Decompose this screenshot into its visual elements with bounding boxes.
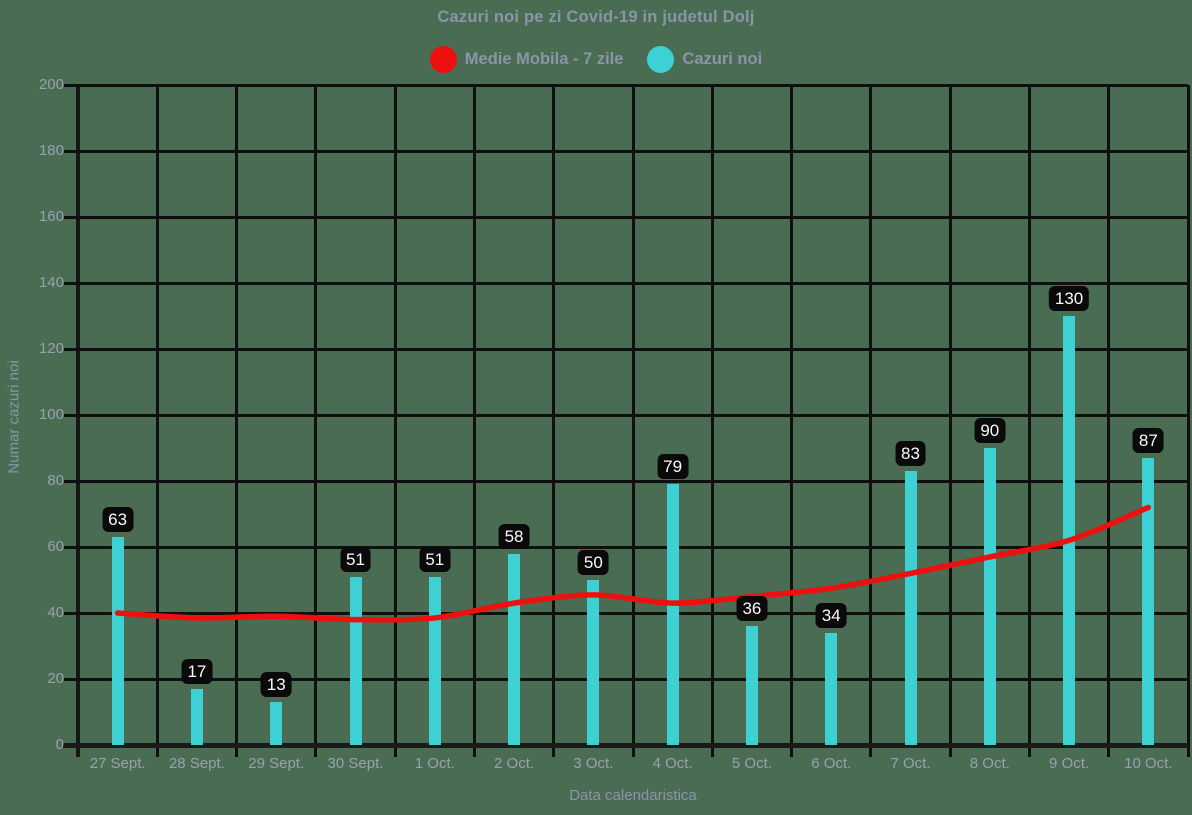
bar-value-label: 90 — [974, 418, 1006, 443]
x-tick-label: 29 Sept. — [248, 755, 305, 772]
bar-value-label: 63 — [102, 507, 134, 533]
gridline-horizontal — [64, 677, 1188, 681]
x-axis-line — [62, 743, 1188, 748]
y-tick-label: 140 — [38, 274, 64, 291]
bar-value-label: 79 — [657, 454, 689, 480]
gridline-vertical — [314, 85, 318, 757]
bar-value-label: 58 — [498, 523, 530, 549]
bar-8oct[interactable] — [983, 448, 996, 745]
gridline-horizontal — [64, 347, 1188, 351]
y-tick-label: 160 — [38, 208, 64, 225]
legend-dot-red-icon — [429, 46, 457, 73]
y-tick-label: 180 — [38, 142, 64, 159]
x-tick-label: 5 Oct. — [731, 755, 772, 772]
x-axis-title: Data calendaristica — [569, 787, 697, 804]
gridline-horizontal — [64, 413, 1188, 417]
x-tick-label: 1 Oct. — [414, 755, 455, 772]
x-tick-label: 30 Sept. — [327, 755, 384, 772]
gridline-vertical — [631, 85, 635, 757]
bar-value-label: 34 — [815, 602, 847, 628]
bar-30sept[interactable] — [349, 576, 362, 745]
bar-value-label: 13 — [260, 672, 292, 698]
gridline-vertical — [790, 85, 794, 757]
legend-label-medie-mobila: Medie Mobila - 7 zile — [464, 50, 624, 68]
x-tick-label: 7 Oct. — [890, 755, 931, 772]
bar-28sept[interactable] — [190, 688, 203, 745]
y-tick-label: 200 — [38, 76, 64, 93]
gridline-horizontal — [64, 281, 1188, 285]
legend: Medie Mobila - 7 zile Cazuri noi — [0, 46, 1192, 73]
x-tick-label: 2 Oct. — [494, 755, 535, 772]
bar-value-label: 51 — [340, 546, 371, 572]
gridline-vertical — [948, 85, 952, 757]
gridline-vertical — [710, 85, 714, 757]
x-tick-label: 8 Oct. — [969, 755, 1010, 772]
legend-item-cazuri-noi[interactable]: Cazuri noi — [647, 46, 762, 73]
gridline-vertical — [869, 85, 873, 757]
gridline-horizontal — [64, 83, 1188, 87]
gridline-horizontal — [64, 479, 1188, 483]
x-tick-label: 27 Sept. — [89, 755, 146, 772]
bar-1oct[interactable] — [428, 576, 441, 745]
x-tick-label: 28 Sept. — [168, 755, 225, 772]
legend-item-medie-mobila[interactable]: Medie Mobila - 7 zile — [429, 46, 624, 73]
y-tick-label: 40 — [47, 604, 64, 621]
chart-title: Cazuri noi pe zi Covid-19 in judetul Dol… — [437, 8, 755, 26]
gridline-horizontal — [64, 545, 1188, 549]
gridline-horizontal — [64, 149, 1188, 153]
bar-9oct[interactable] — [1063, 316, 1076, 745]
gridline-vertical — [235, 85, 239, 757]
x-tick-label: 4 Oct. — [652, 755, 693, 772]
x-tick-label: 10 Oct. — [1124, 755, 1173, 772]
y-axis-line — [76, 85, 80, 757]
bar-7oct[interactable] — [904, 471, 917, 745]
bar-2oct[interactable] — [508, 553, 521, 745]
legend-dot-teal-icon — [647, 46, 675, 73]
x-tick-label: 3 Oct. — [573, 755, 614, 772]
gridline-horizontal — [64, 611, 1188, 615]
bar-value-label: 87 — [1132, 427, 1164, 453]
bar-value-label: 36 — [736, 596, 768, 622]
gridline-vertical — [552, 85, 556, 757]
gridline-horizontal — [64, 215, 1188, 219]
bar-4oct[interactable] — [666, 484, 679, 745]
bar-29sept[interactable] — [270, 702, 283, 745]
bar-27sept[interactable] — [111, 537, 124, 745]
x-tick-label: 6 Oct. — [811, 755, 852, 772]
gridline-vertical — [393, 85, 397, 757]
bar-value-label: 50 — [577, 550, 609, 575]
bar-10oct[interactable] — [1142, 457, 1155, 745]
gridline-vertical — [1027, 85, 1031, 757]
x-tick-label: 9 Oct. — [1049, 755, 1090, 772]
legend-label-cazuri-noi: Cazuri noi — [682, 50, 763, 68]
bar-value-label: 130 — [1048, 286, 1090, 311]
gridline-vertical — [472, 85, 476, 757]
bar-value-label: 51 — [419, 546, 451, 572]
y-tick-label: 0 — [55, 736, 64, 753]
y-tick-label: 100 — [38, 406, 64, 423]
gridline-vertical — [1107, 85, 1111, 757]
y-tick-label: 20 — [47, 670, 64, 687]
y-tick-label: 60 — [47, 538, 64, 555]
bar-5oct[interactable] — [745, 626, 758, 745]
bar-3oct[interactable] — [587, 580, 600, 745]
y-tick-label: 80 — [47, 472, 64, 489]
y-tick-label: 120 — [38, 340, 64, 357]
bar-value-label: 17 — [181, 658, 213, 684]
gridline-vertical — [155, 85, 159, 757]
gridline-vertical — [1186, 85, 1190, 757]
bar-6oct[interactable] — [825, 632, 838, 745]
bar-value-label: 83 — [895, 441, 926, 467]
